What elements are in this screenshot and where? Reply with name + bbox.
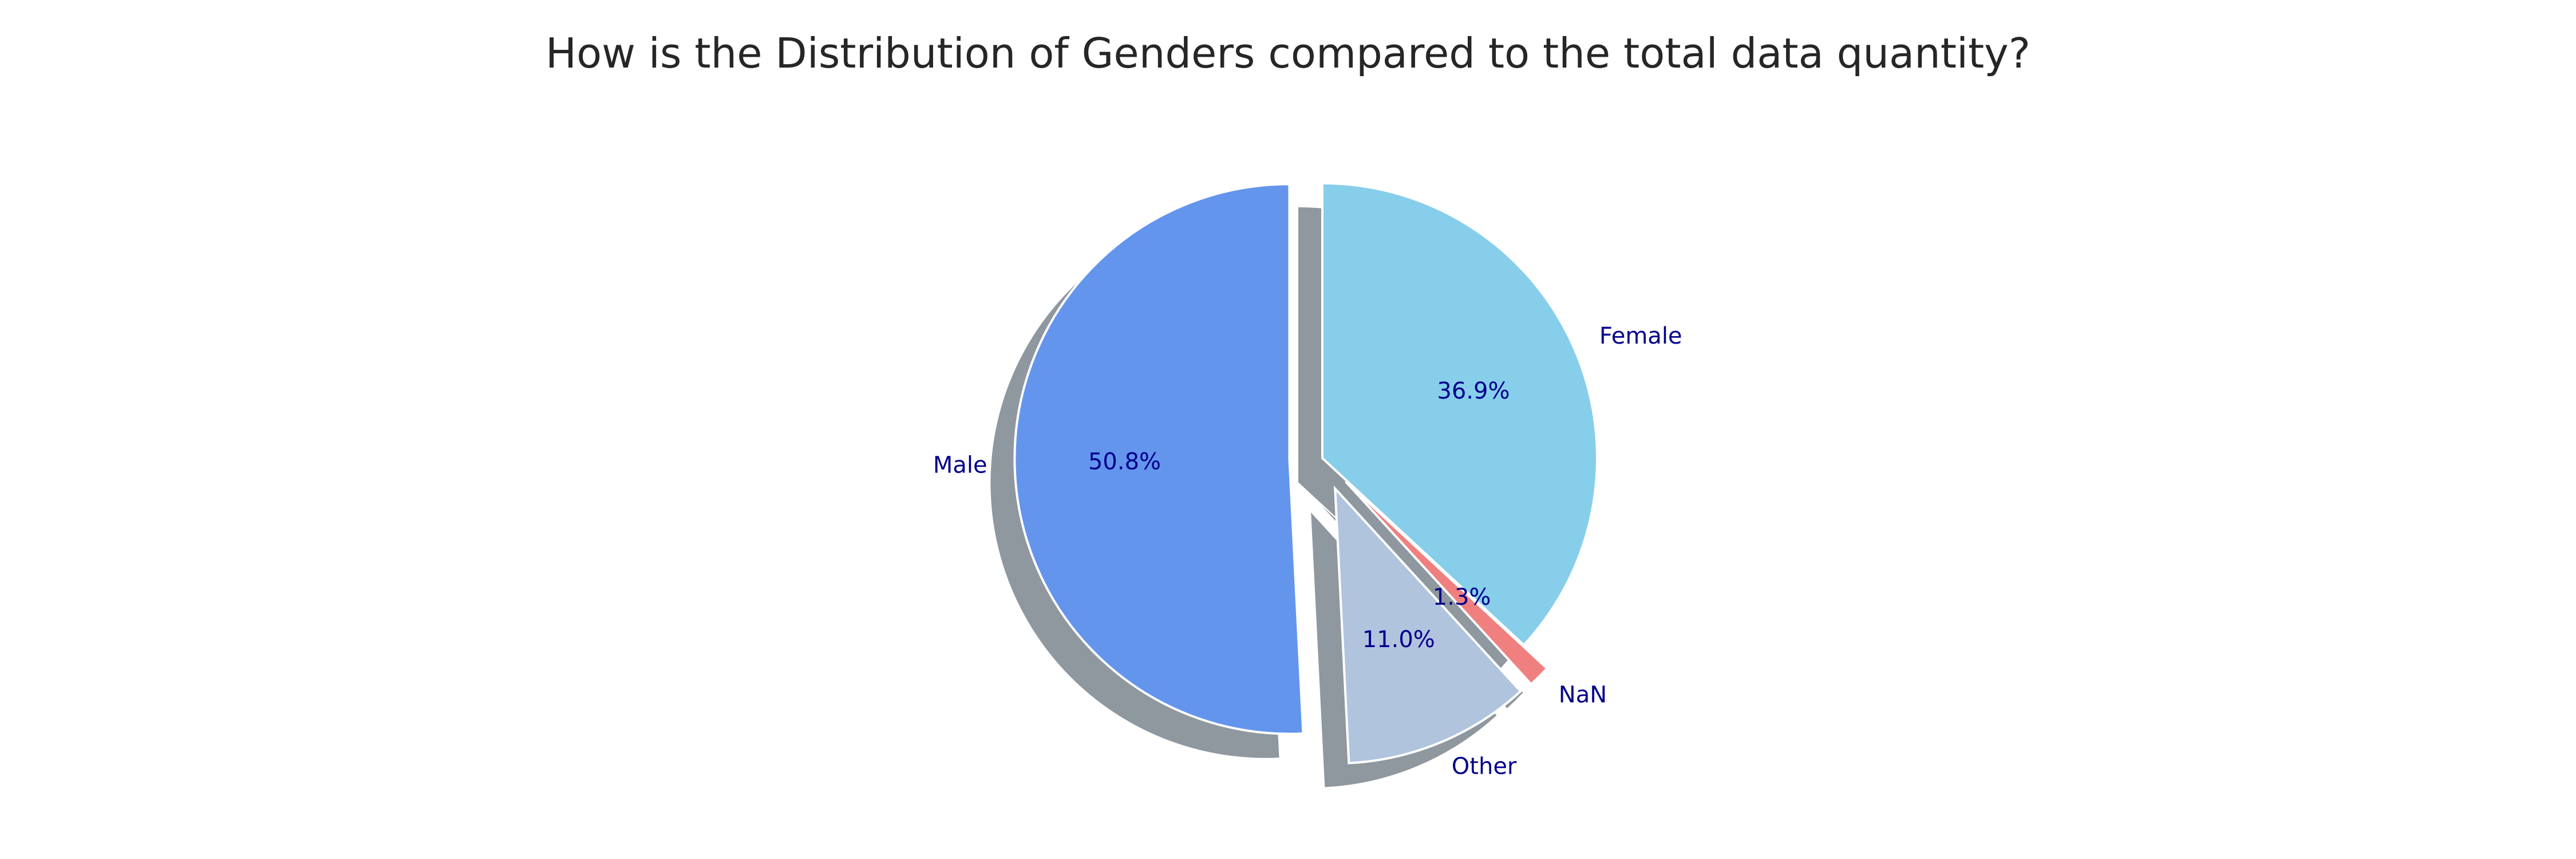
slice-male: [1013, 183, 1305, 735]
slice-percent-nan: 1.3%: [1433, 584, 1491, 610]
chart-title: How is the Distribution of Genders compa…: [546, 29, 2030, 77]
slice-label-nan: NaN: [1559, 681, 1607, 708]
slice-label-other: Other: [1452, 753, 1517, 779]
slice-percent-male: 50.8%: [1088, 449, 1161, 475]
slice-percent-female: 36.9%: [1437, 378, 1510, 404]
slices: [1013, 182, 1598, 765]
slice-label-male: Male: [933, 452, 987, 479]
slice-female: [1321, 182, 1598, 647]
slice-labels: Male 50.8% Other 11.0% NaN 1.3% Female 36.9%: [933, 323, 1682, 780]
slice-percent-other: 11.0%: [1362, 626, 1435, 653]
slice-label-female: Female: [1599, 323, 1682, 349]
slice-other: [1333, 485, 1523, 765]
slice-nan: [1345, 480, 1549, 686]
